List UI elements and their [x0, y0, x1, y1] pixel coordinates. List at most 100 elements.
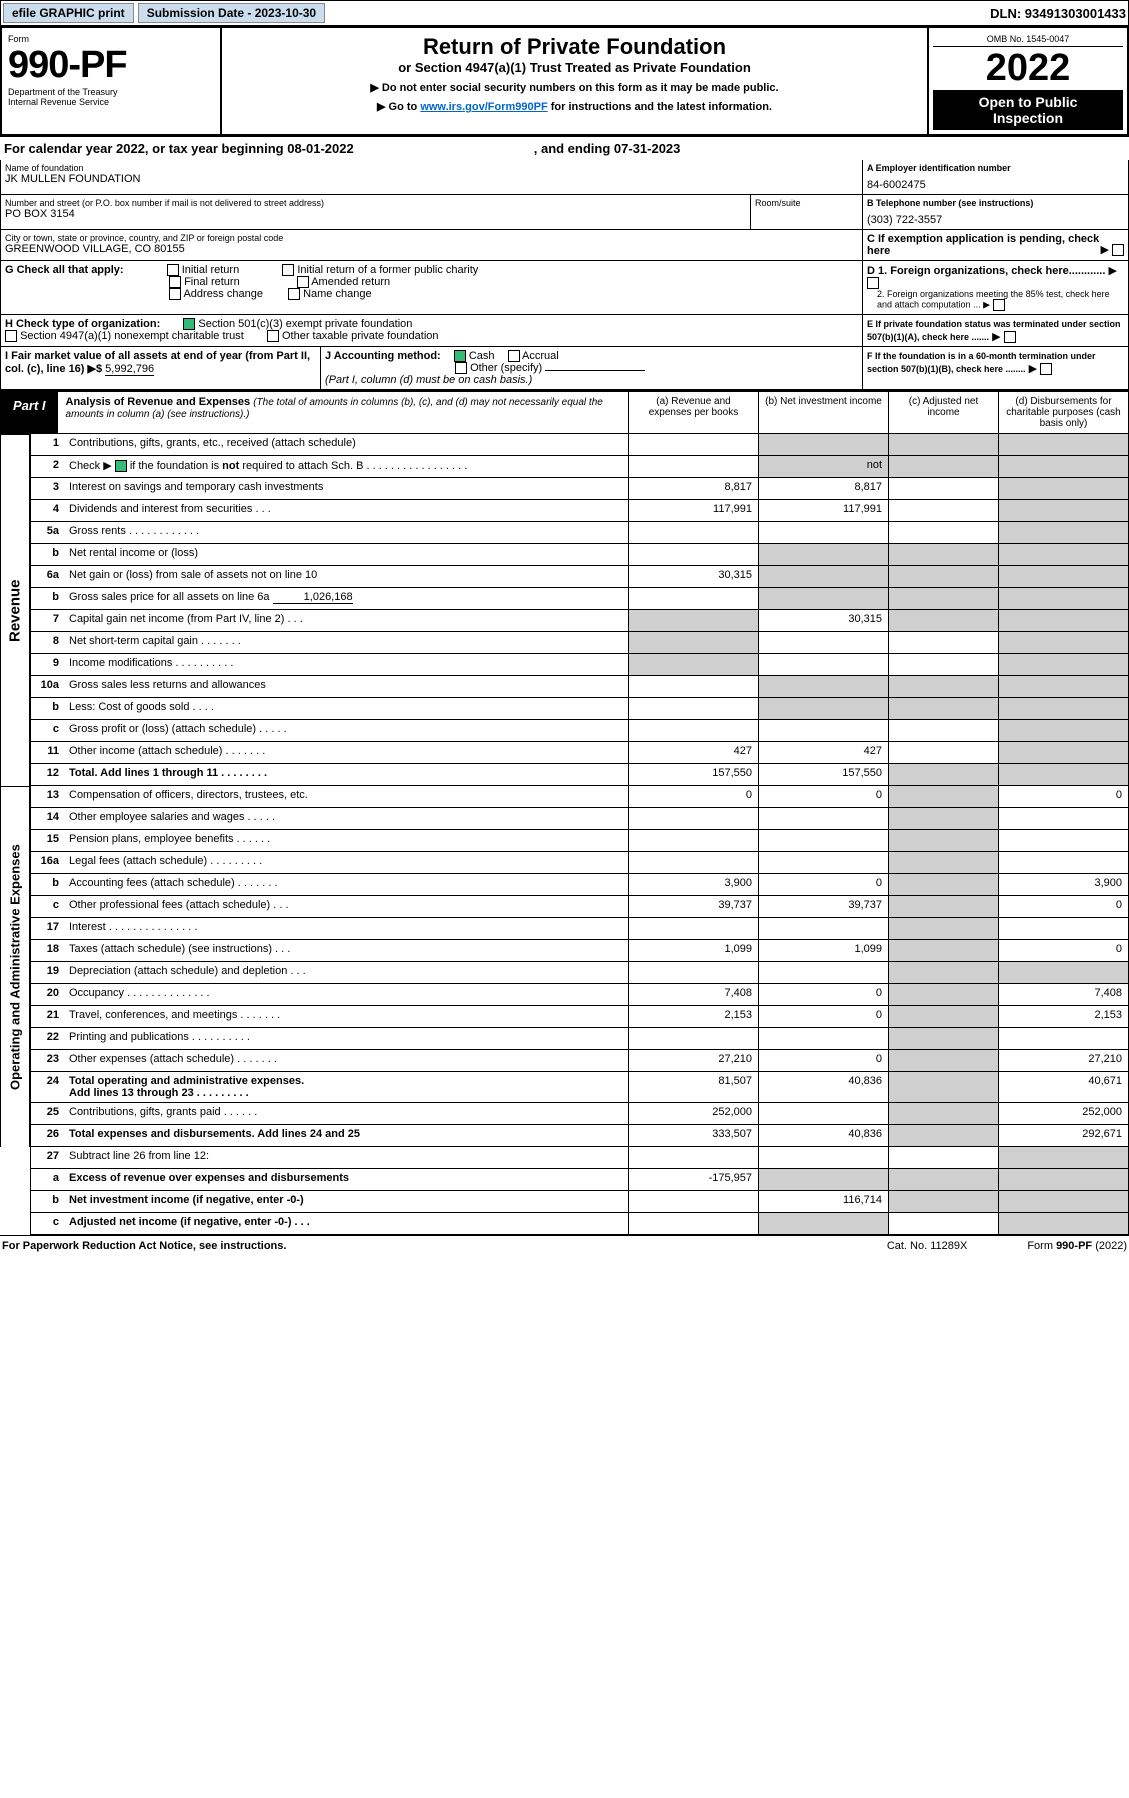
- g-amended-label: Amended return: [311, 276, 390, 288]
- g-label: G Check all that apply:: [5, 264, 124, 276]
- calendar-year-row: For calendar year 2022, or tax year begi…: [0, 136, 1129, 160]
- line-22: 22Printing and publications . . . . . . …: [30, 1028, 1129, 1050]
- line-24: 24Total operating and administrative exp…: [30, 1072, 1129, 1103]
- g-name-label: Name change: [303, 288, 372, 300]
- h-501c3-label: Section 501(c)(3) exempt private foundat…: [198, 318, 412, 330]
- line-4: 4Dividends and interest from securities …: [30, 500, 1129, 522]
- room-label: Room/suite: [755, 198, 858, 208]
- dept-text: Department of the Treasury: [8, 87, 214, 97]
- g-final-label: Final return: [184, 276, 240, 288]
- part-1-header: Part I Analysis of Revenue and Expenses …: [0, 390, 1129, 434]
- form-subtitle: or Section 4947(a)(1) Trust Treated as P…: [228, 60, 921, 75]
- f-checkbox[interactable]: [1040, 363, 1052, 375]
- j-cash-checkbox[interactable]: [454, 350, 466, 362]
- col-d-header: (d) Disbursements for charitable purpose…: [998, 392, 1128, 433]
- name-label: Name of foundation: [5, 163, 858, 173]
- expenses-side-label: Operating and Administrative Expenses: [0, 786, 30, 1147]
- line-20: 20Occupancy . . . . . . . . . . . . . .7…: [30, 984, 1129, 1006]
- c-checkbox[interactable]: [1112, 244, 1124, 256]
- line-19: 19Depreciation (attach schedule) and dep…: [30, 962, 1129, 984]
- g-initial-former-checkbox[interactable]: [282, 264, 294, 276]
- g-initial-former-label: Initial return of a former public charit…: [297, 264, 478, 276]
- line-10c: cGross profit or (loss) (attach schedule…: [30, 720, 1129, 742]
- col-c-header: (c) Adjusted net income: [888, 392, 998, 433]
- g-initial-checkbox[interactable]: [167, 264, 179, 276]
- city-value: GREENWOOD VILLAGE, CO 80155: [5, 243, 858, 255]
- g-amended-checkbox[interactable]: [297, 276, 309, 288]
- cal-end: , and ending 07-31-2023: [534, 141, 681, 156]
- addr-label: Number and street (or P.O. box number if…: [5, 198, 746, 208]
- h-501c3-checkbox[interactable]: [183, 318, 195, 330]
- h-label: H Check type of organization:: [5, 318, 160, 330]
- irs-link[interactable]: www.irs.gov/Form990PF: [420, 101, 547, 113]
- line-25: 25Contributions, gifts, grants paid . . …: [30, 1103, 1129, 1125]
- line-27: 27Subtract line 26 from line 12:: [30, 1147, 1129, 1169]
- line-3: 3Interest on savings and temporary cash …: [30, 478, 1129, 500]
- line-16a: 16aLegal fees (attach schedule) . . . . …: [30, 852, 1129, 874]
- irs-text: Internal Revenue Service: [8, 97, 214, 107]
- g-name-checkbox[interactable]: [288, 288, 300, 300]
- col-a-header: (a) Revenue and expenses per books: [628, 392, 758, 433]
- open-public-1: Open to Public: [933, 94, 1123, 110]
- line-6b: bGross sales price for all assets on lin…: [30, 588, 1129, 610]
- instr-2-pre: ▶ Go to: [377, 101, 420, 113]
- d2-checkbox[interactable]: [993, 299, 1005, 311]
- g-final-checkbox[interactable]: [169, 276, 181, 288]
- d1-checkbox[interactable]: [867, 277, 879, 289]
- city-label: City or town, state or province, country…: [5, 233, 858, 243]
- footer-left: For Paperwork Reduction Act Notice, see …: [2, 1240, 286, 1252]
- line-27a: aExcess of revenue over expenses and dis…: [30, 1169, 1129, 1191]
- line-1: 1Contributions, gifts, grants, etc., rec…: [30, 434, 1129, 456]
- line-2: 2Check ▶ if the foundation is not requir…: [30, 456, 1129, 478]
- line-5b: bNet rental income or (loss): [30, 544, 1129, 566]
- h-4947-checkbox[interactable]: [5, 330, 17, 342]
- instr-1: ▶ Do not enter social security numbers o…: [228, 81, 921, 94]
- line-11: 11Other income (attach schedule) . . . .…: [30, 742, 1129, 764]
- efile-button[interactable]: efile GRAPHIC print: [3, 3, 134, 23]
- revenue-side-label: Revenue: [0, 434, 30, 786]
- form-number: 990-PF: [8, 44, 214, 87]
- line-14: 14Other employee salaries and wages . . …: [30, 808, 1129, 830]
- line-5a: 5aGross rents . . . . . . . . . . . .: [30, 522, 1129, 544]
- instr-2-post: for instructions and the latest informat…: [551, 101, 772, 113]
- ein-value: 84-6002475: [867, 173, 1124, 191]
- e-label: E If private foundation status was termi…: [867, 319, 1121, 342]
- j-cash-label: Cash: [469, 350, 495, 362]
- footer: For Paperwork Reduction Act Notice, see …: [0, 1235, 1129, 1256]
- line-13: 13Compensation of officers, directors, t…: [30, 786, 1129, 808]
- submission-date-button[interactable]: Submission Date - 2023-10-30: [138, 3, 325, 23]
- j-accrual-label: Accrual: [522, 350, 559, 362]
- col-b-header: (b) Net investment income: [758, 392, 888, 433]
- e-checkbox[interactable]: [1004, 331, 1016, 343]
- tel-value: (303) 722-3557: [867, 208, 1124, 226]
- j-other-checkbox[interactable]: [455, 362, 467, 374]
- tel-label: B Telephone number (see instructions): [867, 198, 1124, 208]
- i-label: I Fair market value of all assets at end…: [5, 350, 310, 375]
- g-initial-label: Initial return: [182, 264, 239, 276]
- j-note: (Part I, column (d) must be on cash basi…: [325, 374, 532, 386]
- line-27b: bNet investment income (if negative, ent…: [30, 1191, 1129, 1213]
- f-label: F If the foundation is in a 60-month ter…: [867, 351, 1096, 374]
- omb-text: OMB No. 1545-0047: [933, 32, 1123, 47]
- h-other-checkbox[interactable]: [267, 330, 279, 342]
- h-other-label: Other taxable private foundation: [282, 330, 439, 342]
- ein-label: A Employer identification number: [867, 163, 1124, 173]
- addr-value: PO BOX 3154: [5, 208, 746, 220]
- form-word: Form: [8, 34, 214, 44]
- part-1-title: Analysis of Revenue and Expenses: [66, 396, 251, 408]
- part-1-tag: Part I: [1, 392, 58, 433]
- j-other-label: Other (specify): [470, 362, 542, 374]
- d1-label: D 1. Foreign organizations, check here..…: [867, 265, 1105, 277]
- g-address-label: Address change: [183, 288, 263, 300]
- c-label: C If exemption application is pending, c…: [867, 233, 1099, 257]
- j-accrual-checkbox[interactable]: [508, 350, 520, 362]
- g-address-checkbox[interactable]: [169, 288, 181, 300]
- line-26: 26Total expenses and disbursements. Add …: [30, 1125, 1129, 1147]
- line-6a: 6aNet gain or (loss) from sale of assets…: [30, 566, 1129, 588]
- line-16c: cOther professional fees (attach schedul…: [30, 896, 1129, 918]
- line-16b: bAccounting fees (attach schedule) . . .…: [30, 874, 1129, 896]
- j-label: J Accounting method:: [325, 350, 441, 362]
- h-4947-label: Section 4947(a)(1) nonexempt charitable …: [20, 330, 244, 342]
- footer-mid: Cat. No. 11289X: [887, 1240, 968, 1252]
- line-27c: cAdjusted net income (if negative, enter…: [30, 1213, 1129, 1235]
